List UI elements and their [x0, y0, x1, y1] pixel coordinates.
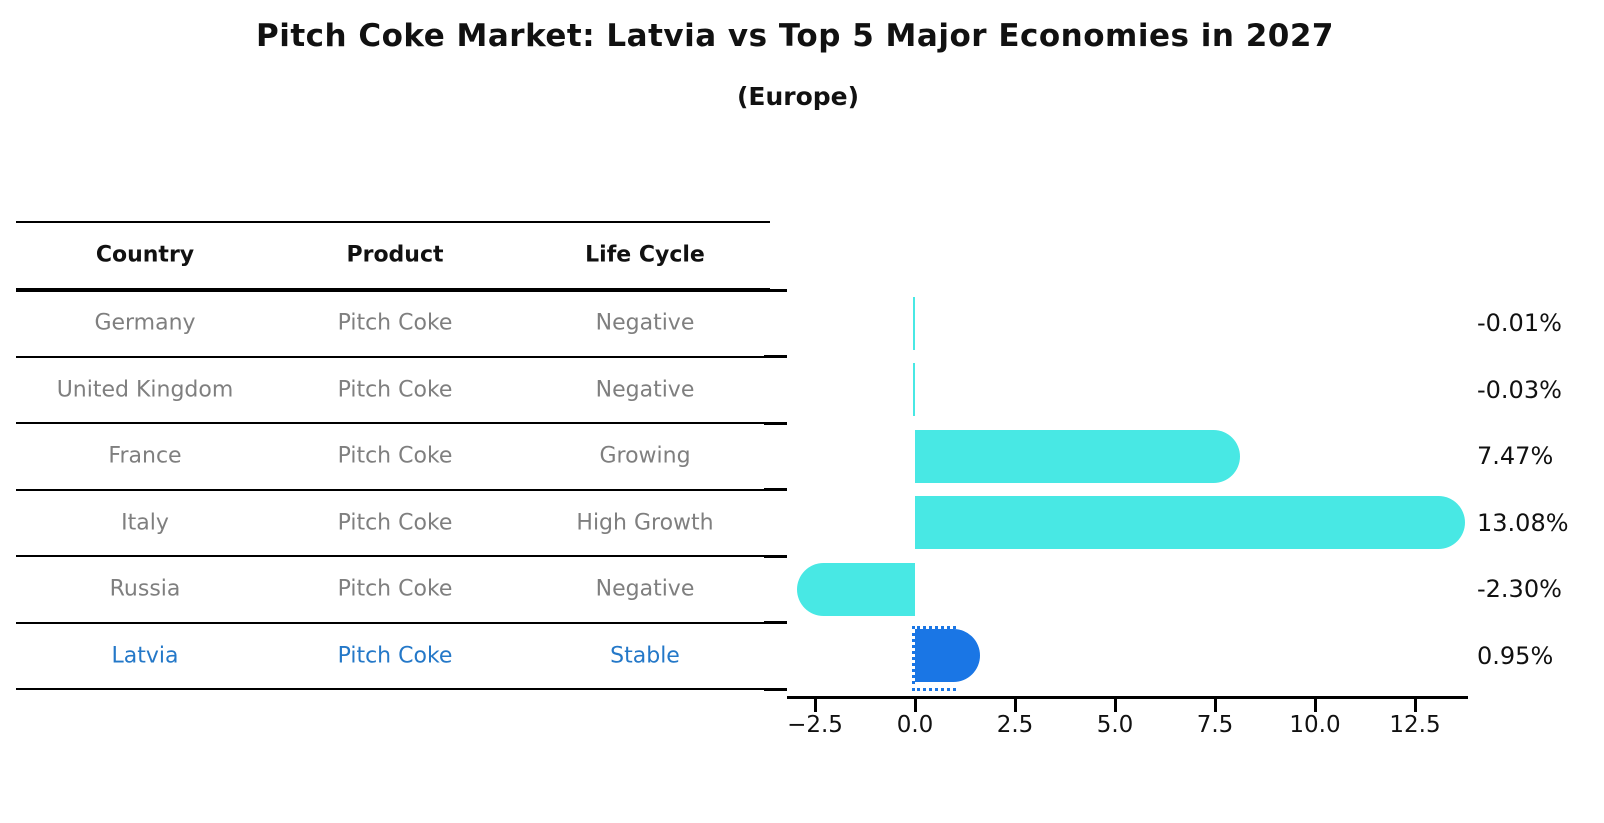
table-cell-country: United Kingdom: [56, 377, 234, 403]
chart-title: Pitch Coke Market: Latvia vs Top 5 Major…: [255, 18, 1335, 54]
table-cell-country: Germany: [94, 310, 196, 336]
bar: [915, 429, 1241, 483]
table-cell-product: Pitch Coke: [337, 576, 453, 602]
bar: [912, 363, 915, 417]
table-header-cell: Life Cycle: [585, 242, 705, 268]
bar-highlight-fill: [915, 629, 953, 683]
value-label: 7.47%: [1477, 442, 1554, 471]
x-tick: [1413, 698, 1417, 712]
x-tick: [1113, 698, 1117, 712]
table-header-cell: Product: [346, 242, 444, 268]
y-tick: [764, 421, 787, 425]
table-cell-life-cycle: High Growth: [576, 510, 714, 536]
y-tick: [764, 621, 787, 624]
table-rule: [16, 688, 770, 690]
x-tick: [1213, 698, 1217, 712]
table-cell-country: Latvia: [111, 643, 179, 669]
table-rule: [16, 288, 770, 292]
bar: [915, 496, 1465, 550]
table-rule: [16, 621, 770, 624]
x-tick: [1313, 698, 1317, 712]
y-tick: [764, 288, 787, 292]
x-axis-line: [787, 695, 1468, 699]
value-label: -0.01%: [1477, 309, 1562, 338]
value-label: -2.30%: [1477, 575, 1562, 604]
value-label: 0.95%: [1477, 641, 1554, 670]
table-cell-country: Russia: [109, 576, 181, 602]
table-cell-life-cycle: Negative: [595, 377, 695, 403]
table-cell-country: Italy: [121, 510, 169, 536]
y-tick: [764, 488, 787, 491]
table-cell-product: Pitch Coke: [337, 443, 453, 469]
table-cell-life-cycle: Negative: [595, 576, 695, 602]
y-tick: [764, 554, 787, 558]
y-tick: [764, 355, 787, 358]
table-rule: [16, 221, 770, 223]
x-tick-label: 7.5: [1196, 712, 1234, 738]
table-rule: [16, 555, 770, 557]
table-cell-product: Pitch Coke: [337, 377, 453, 403]
table-rule: [16, 355, 770, 358]
x-tick-label: −2.5: [787, 712, 843, 738]
x-tick-label: 12.5: [1389, 712, 1441, 738]
table-cell-life-cycle: Negative: [595, 310, 695, 336]
table-rule: [16, 488, 770, 491]
bar-highlight: [912, 626, 956, 692]
x-tick-label: 0.0: [896, 712, 934, 738]
value-label: -0.03%: [1477, 375, 1562, 404]
table-cell-product: Pitch Coke: [337, 510, 453, 536]
x-tick: [813, 698, 817, 712]
table-cell-life-cycle: Stable: [610, 643, 680, 669]
y-tick: [764, 687, 787, 691]
table-cell-product: Pitch Coke: [337, 310, 453, 336]
table-cell-country: France: [108, 443, 182, 469]
value-label: 13.08%: [1477, 508, 1569, 537]
x-tick: [1013, 698, 1017, 712]
table-rule: [16, 422, 770, 424]
bar: [796, 562, 915, 616]
x-tick-label: 10.0: [1289, 712, 1341, 738]
x-tick-label: 5.0: [1096, 712, 1134, 738]
table-header-cell: Country: [95, 242, 195, 268]
x-tick-label: 2.5: [996, 712, 1034, 738]
x-tick: [913, 698, 917, 712]
table-cell-product: Pitch Coke: [337, 643, 453, 669]
bar: [912, 296, 915, 350]
chart-subtitle: (Europe): [736, 82, 860, 111]
table-cell-life-cycle: Growing: [599, 443, 691, 469]
bar-cap: [952, 629, 980, 683]
